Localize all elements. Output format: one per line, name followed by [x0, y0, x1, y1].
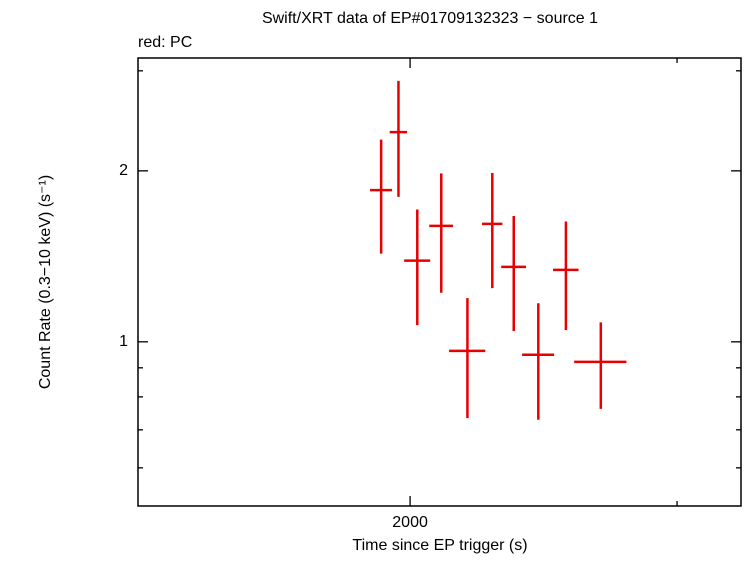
- chart-title: Swift/XRT data of EP#01709132323 − sourc…: [262, 10, 598, 27]
- x-axis-label: Time since EP trigger (s): [352, 537, 527, 554]
- y-tick-label: 2: [119, 162, 128, 179]
- plot-frame: [137, 57, 742, 507]
- chart-subtitle: red: PC: [138, 34, 192, 51]
- y-tick-label: 1: [119, 333, 128, 350]
- x-tick-label: 2000: [392, 514, 428, 531]
- y-axis-label: Count Rate (0.3−10 keV) (s⁻¹): [37, 175, 54, 389]
